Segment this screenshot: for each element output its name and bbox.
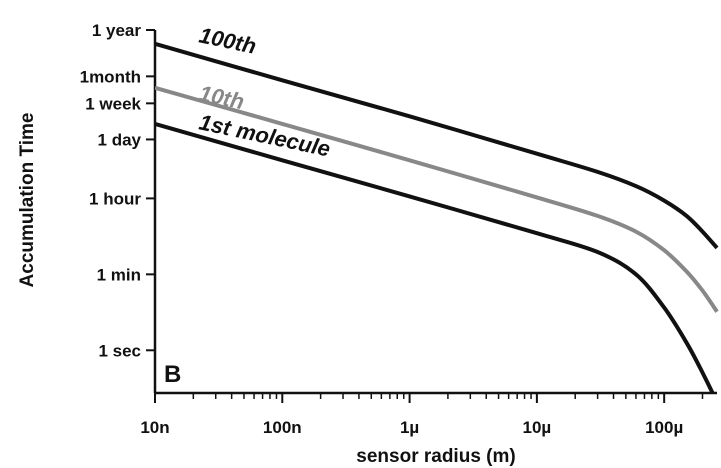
series-lines	[155, 41, 719, 393]
x-axis-title: sensor radius (m)	[356, 446, 515, 467]
series-label-100th: 100th	[197, 22, 258, 58]
series-line-1	[155, 85, 719, 313]
x-tick-label: 100n	[263, 418, 302, 437]
y-tick-label: 1 hour	[89, 189, 141, 208]
y-tick-label: 1 day	[98, 130, 142, 149]
y-tick-label: 1 year	[92, 21, 142, 40]
y-tick-label: 1 min	[97, 265, 141, 284]
series-line-0	[155, 41, 719, 250]
y-tick-label: 1 week	[85, 94, 141, 113]
y-axis-title: Accumulation Time	[17, 113, 38, 288]
panel-label: B	[164, 361, 181, 388]
y-axis-ticks: 1 sec 1 min 1 hour 1 day 1 week 1month 1 year	[80, 21, 155, 360]
series-line-2	[155, 121, 715, 393]
y-tick-label: 1 sec	[98, 341, 141, 360]
x-axis-ticks: 10n 100n 1µ 10µ 100µ	[140, 393, 704, 437]
x-tick-label: 10n	[140, 418, 169, 437]
y-tick-label: 1month	[80, 67, 141, 86]
x-tick-label: 10µ	[523, 418, 552, 437]
x-tick-label: 1µ	[400, 418, 419, 437]
x-tick-label: 100µ	[645, 418, 683, 437]
